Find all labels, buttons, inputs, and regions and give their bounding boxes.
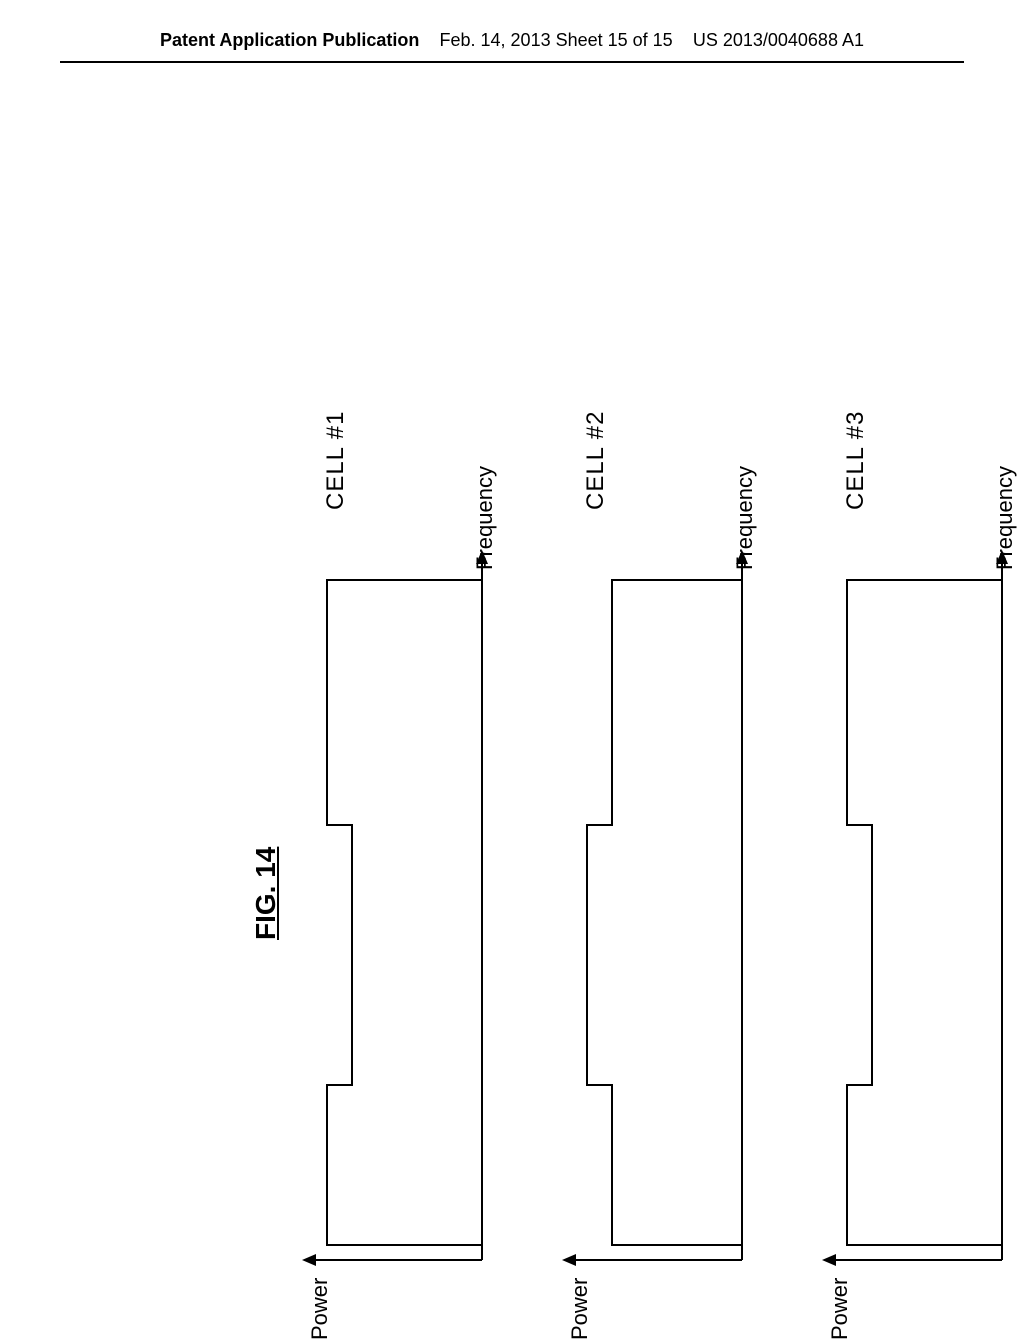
cell-label-2: CELL #2 [582,410,610,510]
header-left: Patent Application Publication [160,30,419,51]
frequency-axis-label: Frequency [992,466,1018,570]
chart-svg-3 [822,540,1022,1280]
frequency-axis-label: Frequency [732,466,758,570]
header-right: US 2013/0040688 A1 [693,30,864,51]
power-axis-label: Power [307,1278,333,1340]
cell-label-3: CELL #3 [842,410,870,510]
header-center: Feb. 14, 2013 Sheet 15 of 15 [440,30,673,51]
chart-svg-1 [302,540,502,1280]
chart-cell-2: Power Frequency CELL #2 [562,340,792,1340]
page-header: Patent Application Publication Feb. 14, … [60,0,964,63]
frequency-axis-label: Frequency [472,466,498,570]
chart-svg-2 [562,540,762,1280]
rotated-figure-container: FIG. 14 Power Frequency CELL #1 Power [250,340,1010,1340]
cell-label-1: CELL #1 [322,410,350,510]
figure-area: FIG. 14 Power Frequency CELL #1 Power [120,160,920,1220]
chart-cell-1: Power Frequency CELL #1 [302,340,532,1340]
chart-cell-3: Power Frequency CELL #3 [822,340,1024,1340]
power-axis-label: Power [567,1278,593,1340]
figure-label: FIG. 14 [250,340,282,940]
power-axis-label: Power [827,1278,853,1340]
